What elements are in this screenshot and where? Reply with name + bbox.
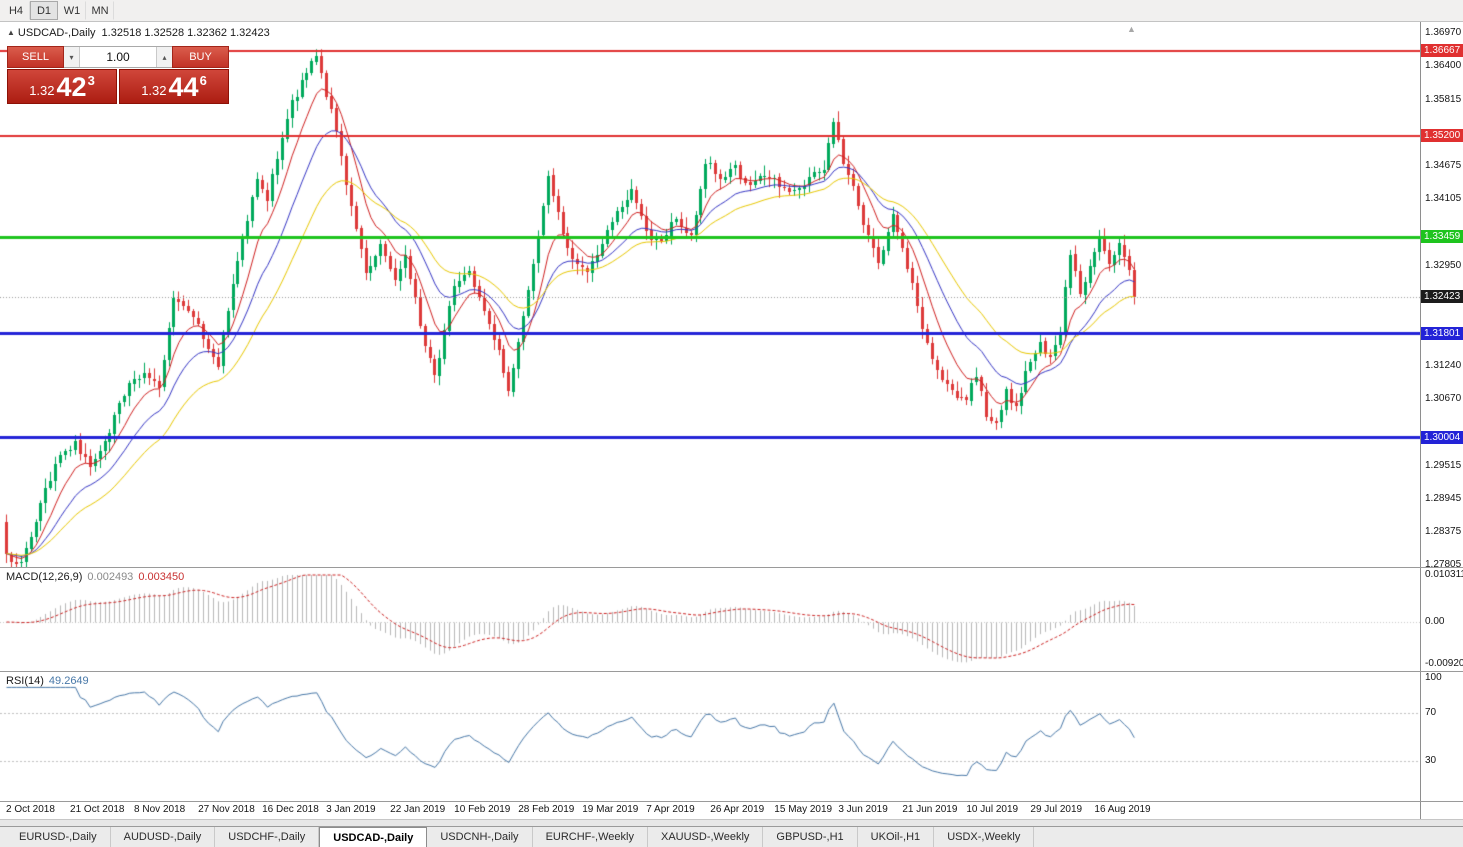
- price-tick-label: 1.34105: [1425, 193, 1462, 205]
- buy-price-big-digits: 44: [168, 72, 199, 103]
- date-tick-label: 8 Nov 2018: [134, 804, 186, 815]
- buy-price-display[interactable]: 1.32 44 6: [119, 69, 229, 104]
- date-tick-label: 28 Feb 2019: [518, 804, 575, 815]
- date-tick-label: 22 Jan 2019: [390, 804, 446, 815]
- level-price-label: 1.30004: [1421, 430, 1463, 444]
- horizontal-scrollbar[interactable]: [0, 819, 1463, 826]
- macd-axis-label: 0.00: [1425, 616, 1445, 628]
- date-tick-label: 7 Apr 2019: [646, 804, 695, 815]
- collapse-marker-icon[interactable]: ▲: [7, 28, 15, 37]
- chart-shift-marker-icon[interactable]: ▲: [1127, 24, 1136, 34]
- sell-price-pip-digit: 3: [87, 73, 95, 88]
- chart-tab[interactable]: UKOil-,H1: [858, 827, 935, 847]
- chart-symbol-label: USDCAD-,Daily: [17, 27, 96, 39]
- rsi-axis-label: 30: [1425, 754, 1437, 766]
- rsi-axis-label: 70: [1425, 707, 1437, 719]
- chart-tab[interactable]: EURUSD-,Daily: [6, 827, 111, 847]
- chart-tab[interactable]: USDCAD-,Daily: [319, 827, 428, 847]
- chart-tab[interactable]: AUDUSD-,Daily: [111, 827, 216, 847]
- chart-tab[interactable]: USDX-,Weekly: [934, 827, 1035, 847]
- sell-button[interactable]: SELL: [7, 46, 64, 68]
- level-price-label: 1.35200: [1421, 129, 1463, 143]
- date-tick-label: 21 Oct 2018: [70, 804, 125, 815]
- chart-tab[interactable]: XAUUSD-,Weekly: [648, 827, 764, 847]
- price-tick-label: 1.34675: [1425, 160, 1462, 172]
- price-tick-label: 1.30670: [1425, 392, 1462, 404]
- chart-tab-bar: EURUSD-,Daily AUDUSD-,Daily USDCHF-,Daily U…: [0, 826, 1463, 847]
- lot-size-value[interactable]: 1.00: [106, 50, 130, 64]
- price-tick-label: 1.32950: [1425, 260, 1462, 272]
- chart-tab[interactable]: USDCHF-,Daily: [215, 827, 320, 847]
- one-click-trade-panel: SELL ▾ 1.00 ▴ BUY 1.32 42 3 1.32 44 6: [7, 46, 229, 104]
- lot-increase-button[interactable]: ▴: [156, 47, 172, 67]
- rsi-value: 49.2649: [48, 675, 89, 687]
- lot-decrease-button[interactable]: ▾: [64, 47, 80, 67]
- date-tick-label: 10 Feb 2019: [454, 804, 511, 815]
- sell-price-display[interactable]: 1.32 42 3: [7, 69, 117, 104]
- price-tick-label: 1.31240: [1425, 359, 1462, 371]
- macd-label: MACD(12,26,9): [6, 571, 83, 583]
- chart-tab[interactable]: EURCHF-,Weekly: [533, 827, 648, 847]
- rsi-label: RSI(14): [6, 675, 44, 687]
- panel-divider: [0, 671, 1463, 672]
- date-tick-label: 16 Dec 2018: [262, 804, 319, 815]
- macd-axis-label: -0.009203: [1425, 658, 1463, 669]
- date-tick-label: 21 Jun 2019: [902, 804, 958, 815]
- buy-button[interactable]: BUY: [172, 46, 229, 68]
- timeframe-w1-button[interactable]: W1: [58, 1, 86, 20]
- panel-divider: [0, 567, 1463, 568]
- date-tick-label: 26 Apr 2019: [710, 804, 765, 815]
- macd-indicator-panel: MACD(12,26,9) 0.002493 0.003450: [0, 568, 1420, 671]
- date-tick-label: 3 Jan 2019: [326, 804, 376, 815]
- date-tick-label: 15 May 2019: [774, 804, 833, 815]
- price-tick-label: 1.29515: [1425, 459, 1462, 471]
- timeframe-h4-button[interactable]: H4: [2, 1, 30, 20]
- chart-tab[interactable]: USDCNH-,Daily: [427, 827, 533, 847]
- rsi-indicator-panel: RSI(14) 49.2649: [0, 672, 1420, 801]
- sell-price-prefix: 1.32: [29, 83, 55, 98]
- chart-ohlc-values: 1.32518 1.32528 1.32362 1.32423: [101, 27, 270, 39]
- buy-price-prefix: 1.32: [141, 83, 167, 98]
- lot-size-field: ▾ 1.00 ▴: [64, 46, 172, 68]
- sell-price-big-digits: 42: [56, 72, 87, 103]
- price-chart-panel: ▲ USDCAD-,Daily 1.32518 1.32528 1.32362 1.…: [0, 22, 1420, 567]
- rsi-header: RSI(14) 49.2649: [6, 675, 94, 687]
- date-tick-label: 2 Oct 2018: [6, 804, 55, 815]
- level-price-label: 1.31801: [1421, 326, 1463, 340]
- level-price-label: 1.33459: [1421, 230, 1463, 244]
- price-tick-label: 1.36970: [1425, 27, 1462, 38]
- level-price-label: 1.36667: [1421, 44, 1463, 58]
- date-tick-label: 19 Mar 2019: [582, 804, 639, 815]
- rsi-axis-label: 100: [1425, 672, 1442, 683]
- date-tick-label: 27 Nov 2018: [198, 804, 255, 815]
- macd-axis-label: 0.010311: [1425, 569, 1463, 580]
- date-tick-label: 3 Jun 2019: [838, 804, 888, 815]
- panel-divider: [0, 801, 1463, 802]
- current-price-label: 1.32423: [1421, 290, 1463, 304]
- time-axis: 2 Oct 2018 21 Oct 2018 8 Nov 2018 27 Nov 20…: [0, 802, 1420, 819]
- price-tick-label: 1.27805: [1425, 559, 1462, 570]
- timeframe-mn-button[interactable]: MN: [86, 1, 114, 20]
- date-tick-label: 10 Jul 2019: [966, 804, 1019, 815]
- macd-signal-value: 0.003450: [138, 571, 185, 583]
- price-tick-label: 1.28945: [1425, 492, 1462, 504]
- price-axis: 1.36970 1.36400 1.35815 1.34675 1.34105 1.329…: [1420, 22, 1463, 819]
- macd-canvas[interactable]: [0, 568, 1420, 671]
- price-chart-canvas[interactable]: [0, 22, 1420, 567]
- price-tick-label: 1.28375: [1425, 525, 1462, 537]
- macd-header: MACD(12,26,9) 0.002493 0.003450: [6, 571, 189, 583]
- chart-tab[interactable]: GBPUSD-,H1: [763, 827, 858, 847]
- chart-ohlc-header: ▲ USDCAD-,Daily 1.32518 1.32528 1.32362 1.…: [7, 27, 270, 39]
- price-tick-label: 1.36400: [1425, 60, 1462, 72]
- date-tick-label: 16 Aug 2019: [1094, 804, 1151, 815]
- timeframe-d1-button[interactable]: D1: [30, 1, 58, 20]
- macd-main-value: 0.002493: [87, 571, 134, 583]
- timeframe-toolbar: H4 D1 W1 MN: [0, 0, 1463, 22]
- buy-price-pip-digit: 6: [199, 73, 207, 88]
- rsi-canvas[interactable]: [0, 672, 1420, 801]
- date-tick-label: 29 Jul 2019: [1030, 804, 1083, 815]
- price-tick-label: 1.35815: [1425, 94, 1462, 106]
